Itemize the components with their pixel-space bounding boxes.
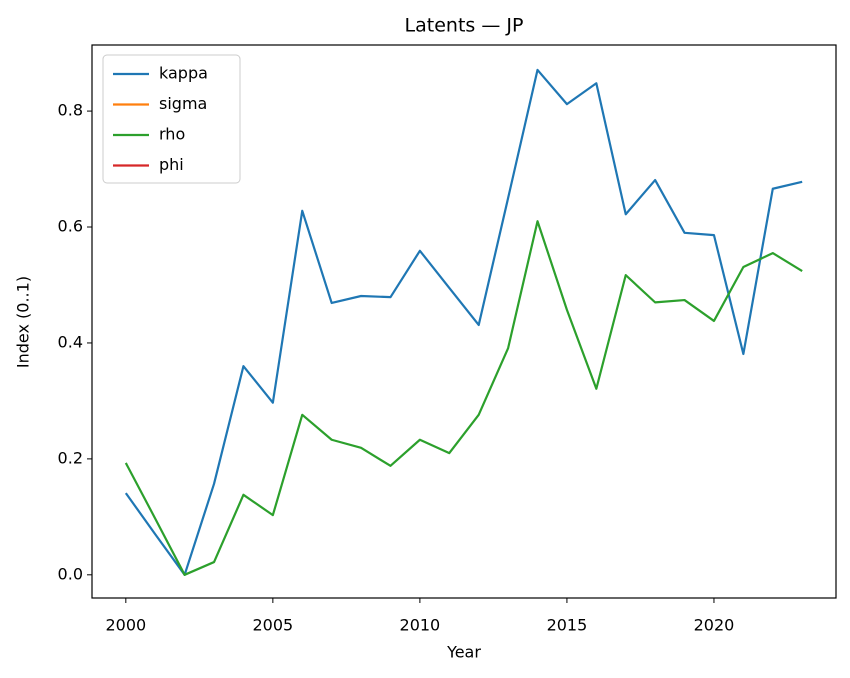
x-axis-label: Year (446, 643, 481, 662)
y-tick-label: 0.2 (58, 448, 83, 467)
x-tick-label: 2000 (105, 616, 146, 635)
y-axis-label: Index (0..1) (14, 276, 33, 368)
legend-label: phi (159, 155, 184, 174)
x-tick-label: 2020 (694, 616, 735, 635)
y-tick-label: 0.6 (58, 217, 83, 236)
legend-label: rho (159, 125, 185, 144)
line-series (124, 68, 803, 576)
x-tick-label: 2010 (400, 616, 441, 635)
legend-label: kappa (159, 64, 208, 83)
line-series (124, 220, 803, 576)
x-tick-label: 2005 (252, 616, 293, 635)
legend (102, 54, 241, 184)
legend-label: sigma (159, 94, 207, 113)
plot-frame (91, 44, 837, 599)
y-tick-label: 0.4 (58, 332, 83, 351)
y-tick-label: 0.8 (58, 101, 83, 120)
x-tick-label: 2015 (547, 616, 588, 635)
y-tick-label: 0.0 (58, 564, 83, 583)
chart-title: Latents — JP (405, 15, 524, 37)
